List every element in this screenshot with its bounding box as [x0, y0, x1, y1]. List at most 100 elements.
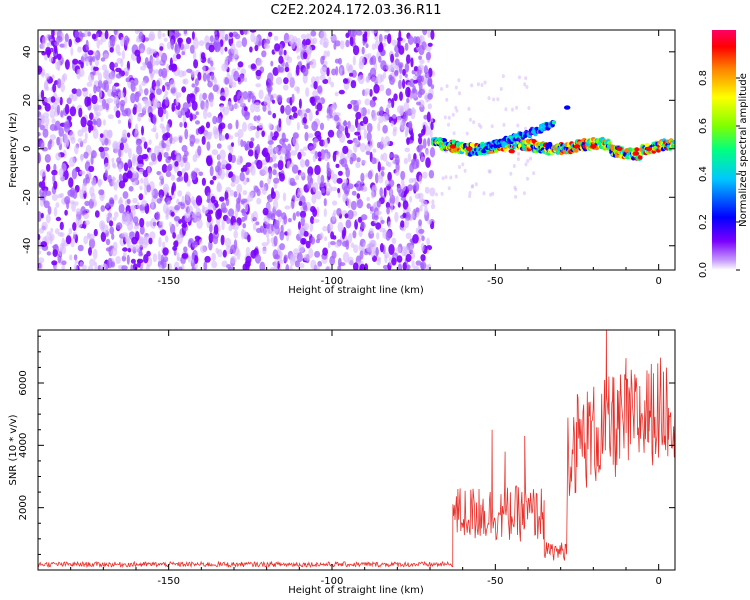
- spectrogram-cell: [444, 175, 448, 180]
- spectrogram-cell: [424, 71, 430, 79]
- spectrogram-cell: [165, 145, 170, 152]
- spectrogram-cell: [349, 156, 354, 165]
- spectrogram-cell: [370, 57, 374, 62]
- spectrogram-cell: [51, 193, 58, 201]
- spectrogram-cell: [115, 44, 121, 55]
- spectrogram-cell: [230, 244, 237, 254]
- spectrogram-cell: [104, 69, 110, 80]
- spectrogram-cell: [194, 78, 199, 86]
- spectrogram-cell: [194, 235, 201, 241]
- spectrogram-cell: [382, 113, 388, 122]
- spectrogram-cell: [66, 97, 72, 105]
- spectrogram-cell: [65, 103, 70, 115]
- spectrogram-cell: [265, 93, 271, 101]
- spectrogram-cell: [526, 159, 530, 163]
- spectrogram-cell: [159, 229, 167, 236]
- spectrogram-cell: [218, 134, 226, 140]
- spectrogram-cell: [512, 164, 516, 168]
- spectrogram-cell: [420, 242, 425, 252]
- spectrogram-cell: [350, 99, 357, 105]
- spectrogram-cell: [455, 108, 459, 113]
- spectrogram-cell: [409, 78, 415, 88]
- spectrogram-cell: [334, 91, 339, 97]
- spectrogram-cell: [394, 64, 399, 70]
- spectrogram-cell: [135, 38, 142, 43]
- spectrogram-cell: [338, 89, 345, 95]
- spectrogram-cell: [55, 152, 62, 161]
- spectrogram-cell: [312, 208, 318, 217]
- spectrogram-hotspot: [616, 146, 623, 151]
- spectrogram-cell: [215, 247, 219, 254]
- spectrogram-cell: [235, 119, 239, 130]
- spectrogram-cell: [71, 201, 76, 212]
- spectrogram-cell: [492, 97, 496, 102]
- spectrogram-cell: [341, 229, 346, 240]
- spectrogram-cell: [404, 73, 408, 78]
- spectrogram-cell: [376, 232, 380, 240]
- spectrogram-cell: [283, 77, 289, 85]
- spectrogram-cell: [303, 124, 309, 130]
- spectrogram-cell: [237, 77, 241, 83]
- spectrogram-cell: [134, 244, 140, 253]
- spectrogram-cell: [191, 83, 196, 88]
- spectrogram-cell: [380, 166, 385, 171]
- spectrogram-cell: [407, 35, 414, 45]
- spectrogram-cell: [218, 116, 222, 124]
- spectrogram-cell: [102, 119, 106, 126]
- spectrogram-cell: [97, 72, 103, 82]
- spectrogram-cell: [418, 55, 422, 61]
- spectrogram-cell: [425, 45, 432, 52]
- spectrogram-cell: [302, 67, 309, 77]
- spectrogram-cell: [402, 262, 407, 270]
- snr-xlabel: Height of straight line (km): [288, 585, 424, 596]
- spectrogram-cell: [53, 41, 60, 47]
- spectrogram-cell: [166, 63, 170, 73]
- spectrogram-cell: [242, 121, 247, 132]
- spectrogram-cell: [325, 267, 330, 270]
- spectrogram-cell: [427, 93, 433, 100]
- spectrogram-cell: [220, 46, 224, 55]
- spectrogram-cell: [399, 121, 406, 131]
- spectrogram-cell: [276, 94, 283, 103]
- spectrogram-cell: [511, 107, 514, 112]
- spectrogram-cell: [207, 57, 211, 64]
- spectrogram-cell: [40, 89, 45, 100]
- spectrogram-cell: [61, 264, 65, 270]
- spectrogram-cell: [474, 182, 478, 187]
- x-tick-label: -150: [157, 276, 180, 287]
- spectrogram-cell: [379, 187, 384, 197]
- spectrogram-cell: [105, 102, 110, 113]
- spectrogram-cell: [400, 179, 405, 185]
- spectrogram-cell: [427, 30, 431, 38]
- spectrogram-cell: [422, 171, 428, 179]
- spectrogram-cell: [426, 237, 430, 246]
- spectrogram-cell: [38, 257, 45, 264]
- spectrogram-cell: [249, 30, 257, 33]
- y-tick-label: 0: [22, 146, 33, 152]
- spectrogram-cell: [379, 106, 384, 116]
- spectrogram-cell: [174, 32, 181, 37]
- spectrogram-cell: [187, 255, 192, 263]
- spectrogram-cell: [413, 182, 420, 192]
- spectrogram-cell: [100, 57, 106, 62]
- spectrogram-cell: [150, 73, 154, 81]
- spectrogram-cell: [87, 50, 94, 56]
- spectrogram-cell: [467, 106, 471, 111]
- spectrogram-cell: [68, 38, 72, 48]
- spectrogram-cell: [73, 263, 78, 270]
- spectrogram-cell: [159, 46, 164, 52]
- spectrogram-cell: [46, 163, 51, 172]
- spectrogram-cell: [418, 136, 423, 145]
- spectrogram-cell: [422, 138, 427, 149]
- spectrogram-cell: [452, 131, 456, 136]
- spectrogram-cell: [477, 122, 481, 127]
- spectrogram-cell: [277, 64, 281, 73]
- spectrogram-cell: [245, 162, 252, 168]
- spectrogram-cell: [411, 260, 415, 268]
- spectrogram-cell: [109, 70, 116, 81]
- spectrogram-cell: [124, 96, 128, 104]
- spectrogram-cell: [418, 44, 425, 56]
- colorbar-tick-label: 0.8: [698, 70, 709, 86]
- spectrogram-cell: [302, 202, 308, 211]
